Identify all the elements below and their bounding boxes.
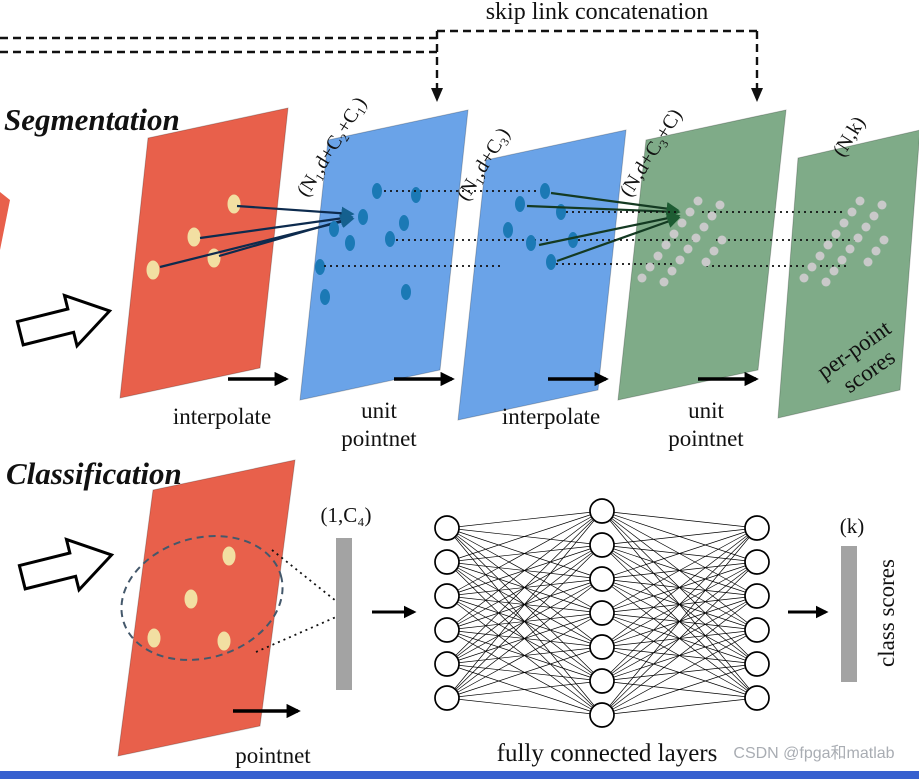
interpolation-arrows-2 [526, 191, 681, 263]
fc-node [434, 617, 460, 643]
step-label-interpolate-2: interpolate [502, 404, 600, 429]
fc-edge [446, 510, 603, 529]
segmentation-branch: Segmentation (N₁,d+C₂+C₁) (N₁,d+C₃) (N,d… [0, 93, 919, 451]
interpolation-arrows-1 [159, 204, 355, 269]
fc-edge [601, 561, 758, 716]
skip-link-arrowhead-2 [751, 88, 763, 102]
plane-input-points [119, 107, 289, 399]
fc-node [744, 515, 770, 541]
pooling-dotted-line-1 [271, 549, 337, 602]
fc-edge [601, 629, 758, 716]
step-label-unit-1: unit [361, 398, 397, 423]
fc-edge [446, 646, 603, 699]
fc-node [434, 651, 460, 677]
step-label-unit-2: unit [688, 398, 724, 423]
fc-node [744, 685, 770, 711]
fc-edge [446, 544, 603, 699]
step-label-interpolate-1: interpolate [173, 404, 271, 429]
bottom-accent-bar [0, 771, 919, 779]
step-label-pointnet-2: pointnet [668, 426, 744, 451]
fc-node [589, 702, 615, 728]
segmentation-flow-arrow-icon [15, 293, 113, 349]
fc-node [744, 549, 770, 575]
fc-edge [601, 527, 758, 614]
skip-link-label: skip link concatenation [486, 0, 709, 25]
fc-node [589, 566, 615, 592]
fc-edge [601, 510, 758, 529]
classification-title: Classification [6, 456, 182, 491]
fc-edge [446, 510, 603, 563]
feature-vector-bar [336, 538, 352, 690]
fc-caption: fully connected layers [497, 740, 718, 767]
plane-classification-input [117, 459, 296, 757]
fc-edge [446, 697, 603, 716]
fc-edge [601, 595, 758, 716]
fc-edge [601, 527, 758, 716]
fc-edge [601, 527, 758, 682]
fc-edge [601, 697, 758, 716]
feature-vector-label: (1,C₄) [320, 503, 371, 527]
fc-edge [446, 578, 603, 699]
fc-edge [446, 510, 603, 665]
class-scores-caption: class scores [874, 559, 899, 667]
fc-node [434, 685, 460, 711]
pointnet-step-label: pointnet [235, 743, 311, 768]
fc-node [744, 651, 770, 677]
points-fp1 [315, 183, 421, 305]
fc-node [744, 617, 770, 643]
fc-edge [601, 527, 758, 546]
fc-edge [601, 527, 758, 648]
fc-node [434, 549, 460, 575]
watermark: CSDN @fpga和matlab [733, 744, 894, 762]
points-fp3 [637, 196, 727, 287]
grouping-ellipse [120, 535, 284, 661]
classification-flow-arrow-icon [17, 537, 115, 593]
segmentation-steps: interpolate unit pointnet interpolate un… [173, 371, 759, 451]
cropped-encoder-plane-sliver [0, 192, 10, 250]
output-vector-bar [841, 546, 857, 682]
fc-edge [446, 510, 603, 631]
fc-node [589, 498, 615, 524]
skip-link-concatenation: skip link concatenation [0, 0, 763, 102]
points-output [799, 196, 889, 287]
segmentation-title: Segmentation [4, 102, 180, 137]
correspondence-lines-1 [324, 190, 552, 267]
fc-node [434, 583, 460, 609]
fc-node [589, 634, 615, 660]
output-vector-label: (k) [840, 514, 865, 538]
fc-edge [601, 527, 758, 580]
fc-node [589, 600, 615, 626]
fc-edge [446, 510, 603, 699]
step-label-pointnet-1: pointnet [341, 426, 417, 451]
fc-node [589, 532, 615, 558]
pooling-dotted-line-2 [255, 616, 337, 653]
fc-edge [446, 612, 603, 699]
fc-node [434, 515, 460, 541]
classification-branch: Classification (1,C₄) pointnet fully con… [6, 456, 899, 768]
fc-edge [446, 680, 603, 699]
fc-node [589, 668, 615, 694]
skip-link-arrowhead-1 [431, 88, 443, 102]
fc-edge [601, 663, 758, 716]
fully-connected-network [434, 498, 770, 728]
seed-points-classification [147, 546, 236, 651]
fc-node [744, 583, 770, 609]
fc-edge [446, 510, 603, 597]
correspondence-lines-2 [556, 211, 856, 267]
plane-fp2 [457, 129, 627, 421]
